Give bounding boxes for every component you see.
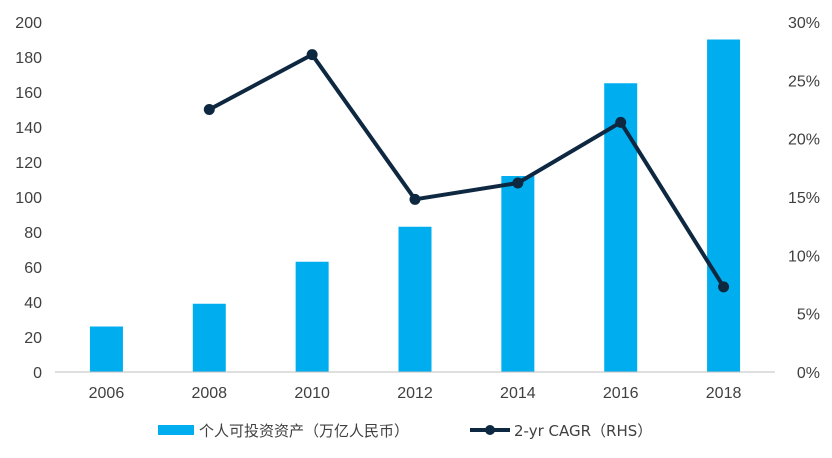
- left-axis-ticks: 0 20 40 60 80 100 120 140 160 180 200: [15, 15, 42, 382]
- bar-2008: [192, 303, 226, 372]
- left-tick-label: 100: [15, 190, 42, 207]
- legend-line-marker: [485, 425, 495, 435]
- left-tick-label: 40: [24, 295, 42, 312]
- right-tick-label: 20%: [788, 132, 820, 149]
- left-tick-label: 160: [15, 85, 42, 102]
- right-tick-label: 0%: [797, 365, 820, 382]
- left-tick-label: 200: [15, 15, 42, 32]
- bar-series: [89, 39, 741, 372]
- x-tick-label: 2006: [89, 385, 125, 402]
- bar-2014: [501, 176, 535, 372]
- x-tick-label: 2018: [706, 385, 742, 402]
- bar-2010: [295, 261, 329, 372]
- bar-2016: [604, 83, 638, 372]
- right-tick-label: 30%: [788, 15, 820, 32]
- right-tick-label: 5%: [797, 307, 820, 324]
- bar-2012: [398, 226, 432, 372]
- x-axis-ticks: 2006 2008 2010 2012 2014 2016 2018: [89, 385, 742, 402]
- legend-bar-swatch: [158, 425, 194, 435]
- x-tick-label: 2010: [294, 385, 330, 402]
- cagr-point-2012: [409, 193, 421, 205]
- right-axis-ticks: 0% 5% 10% 15% 20% 25% 30%: [788, 15, 820, 382]
- x-tick-label: 2012: [397, 385, 433, 402]
- left-tick-label: 0: [33, 365, 42, 382]
- right-tick-label: 15%: [788, 190, 820, 207]
- left-tick-label: 120: [15, 155, 42, 172]
- cagr-point-2018: [718, 281, 730, 293]
- legend-line-label: 2-yr CAGR（RHS）: [514, 422, 652, 440]
- right-tick-label: 10%: [788, 248, 820, 265]
- legend: 个人可投资资产（万亿人民币） 2-yr CAGR（RHS）: [158, 422, 652, 440]
- left-tick-label: 60: [24, 260, 42, 277]
- right-tick-label: 25%: [788, 73, 820, 90]
- cagr-point-2014: [512, 177, 524, 189]
- left-tick-label: 20: [24, 330, 42, 347]
- line-series: [203, 49, 730, 293]
- cagr-point-2010: [306, 49, 318, 61]
- x-tick-label: 2008: [191, 385, 227, 402]
- left-tick-label: 140: [15, 120, 42, 137]
- x-tick-label: 2014: [500, 385, 536, 402]
- x-tick-label: 2016: [603, 385, 639, 402]
- cagr-line: [208, 52, 726, 288]
- left-tick-label: 80: [24, 225, 42, 242]
- bar-2006: [89, 326, 123, 372]
- legend-bar-label: 个人可投资资产（万亿人民币）: [199, 422, 409, 440]
- bar-2018: [707, 39, 741, 372]
- cagr-point-2008: [203, 104, 215, 115]
- left-tick-label: 180: [15, 50, 42, 67]
- cagr-point-2016: [615, 116, 627, 128]
